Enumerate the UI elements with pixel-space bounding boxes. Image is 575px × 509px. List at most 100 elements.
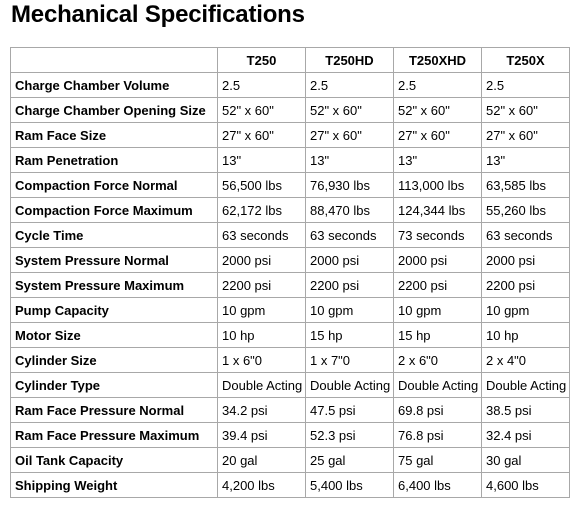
table-cell: 113,000 lbs: [393, 172, 482, 198]
table-cell: 2200 psi: [217, 272, 306, 298]
table-cell: 13": [393, 147, 482, 173]
table-cell: 10 hp: [217, 322, 306, 348]
table-cell: 2200 psi: [481, 272, 570, 298]
table-cell: 63 seconds: [481, 222, 570, 248]
table-cell: 2 x 6"0: [393, 347, 482, 373]
table-cell: 2000 psi: [481, 247, 570, 273]
table-cell: 2.5: [481, 72, 570, 98]
table-cell: 2000 psi: [393, 247, 482, 273]
table-cell: 13": [305, 147, 394, 173]
table-row: Ram Face Size 27" x 60" 27" x 60" 27" x 60"…: [10, 122, 570, 148]
row-label: System Pressure Maximum: [10, 272, 218, 298]
table-row: Ram Face Pressure Normal 34.2 psi 47.5 psi…: [10, 397, 570, 423]
row-label: Cylinder Type: [10, 372, 218, 398]
row-label: Charge Chamber Opening Size: [10, 97, 218, 123]
row-label: Ram Face Pressure Maximum: [10, 422, 218, 448]
table-row: Ram Penetration 13" 13" 13" 13": [10, 147, 570, 173]
table-cell: 10 hp: [481, 322, 570, 348]
table-header-row: T250 T250HD T250XHD T250X: [10, 47, 570, 73]
table-cell: 10 gpm: [393, 297, 482, 323]
table-cell: 13": [481, 147, 570, 173]
table-cell: 5,400 lbs: [305, 472, 394, 498]
table-cell: 27" x 60": [393, 122, 482, 148]
row-label: Charge Chamber Volume: [10, 72, 218, 98]
table-cell: 13": [217, 147, 306, 173]
model-header: T250HD: [305, 47, 394, 73]
table-cell: 62,172 lbs: [217, 197, 306, 223]
table-cell: 27" x 60": [217, 122, 306, 148]
table-cell: 15 hp: [393, 322, 482, 348]
table-cell: 2.5: [305, 72, 394, 98]
table-row: Compaction Force Maximum 62,172 lbs 88,470…: [10, 197, 570, 223]
table-row: Ram Face Pressure Maximum 39.4 psi 52.3 ps…: [10, 422, 570, 448]
table-cell: 73 seconds: [393, 222, 482, 248]
row-label: Cylinder Size: [10, 347, 218, 373]
table-row: System Pressure Normal 2000 psi 2000 psi 20…: [10, 247, 570, 273]
row-label: Pump Capacity: [10, 297, 218, 323]
table-cell: 2.5: [217, 72, 306, 98]
table-cell: 34.2 psi: [217, 397, 306, 423]
table-cell: 124,344 lbs: [393, 197, 482, 223]
table-cell: 52" x 60": [217, 97, 306, 123]
table-row: Charge Chamber Opening Size 52" x 60" 52" …: [10, 97, 570, 123]
table-cell: 47.5 psi: [305, 397, 394, 423]
table-cell: 63,585 lbs: [481, 172, 570, 198]
table-cell: 10 gpm: [217, 297, 306, 323]
table-row: Compaction Force Normal 56,500 lbs 76,930 …: [10, 172, 570, 198]
table-cell: 52" x 60": [393, 97, 482, 123]
table-cell: 75 gal: [393, 447, 482, 473]
table-cell: 30 gal: [481, 447, 570, 473]
table-cell: 38.5 psi: [481, 397, 570, 423]
table-row: Shipping Weight 4,200 lbs 5,400 lbs 6,400 l…: [10, 472, 570, 498]
table-cell: 63 seconds: [217, 222, 306, 248]
table-row: Cylinder Size 1 x 6"0 1 x 7"0 2 x 6"0 2 x 4"…: [10, 347, 570, 373]
table-cell: 2200 psi: [305, 272, 394, 298]
table-cell: 4,200 lbs: [217, 472, 306, 498]
table-cell: 2200 psi: [393, 272, 482, 298]
model-header: T250X: [481, 47, 570, 73]
table-cell: 63 seconds: [305, 222, 394, 248]
table-cell: 27" x 60": [481, 122, 570, 148]
table-cell: 20 gal: [217, 447, 306, 473]
row-label: Ram Face Size: [10, 122, 218, 148]
table-cell: Double Acting: [305, 372, 394, 398]
page-title: Mechanical Specifications: [11, 1, 305, 28]
table-cell: 52" x 60": [481, 97, 570, 123]
table-row: Motor Size 10 hp 15 hp 15 hp 10 hp: [10, 322, 570, 348]
table-cell: 15 hp: [305, 322, 394, 348]
table-body: Charge Chamber Volume 2.5 2.5 2.5 2.5 Charge …: [10, 72, 570, 498]
table-row: Cycle Time 63 seconds 63 seconds 73 seconds…: [10, 222, 570, 248]
table-cell: 2000 psi: [217, 247, 306, 273]
table-cell: 1 x 7"0: [305, 347, 394, 373]
table-cell: 2.5: [393, 72, 482, 98]
row-label: Cycle Time: [10, 222, 218, 248]
table-cell: 4,600 lbs: [481, 472, 570, 498]
row-label: Oil Tank Capacity: [10, 447, 218, 473]
table-cell: 39.4 psi: [217, 422, 306, 448]
table-row: System Pressure Maximum 2200 psi 2200 psi 2…: [10, 272, 570, 298]
table-cell: 52.3 psi: [305, 422, 394, 448]
table-cell: 88,470 lbs: [305, 197, 394, 223]
specifications-table: T250 T250HD T250XHD T250X Charge Chamber…: [10, 47, 570, 498]
table-cell: 76.8 psi: [393, 422, 482, 448]
table-cell: Double Acting: [481, 372, 570, 398]
table-cell: 25 gal: [305, 447, 394, 473]
row-label: System Pressure Normal: [10, 247, 218, 273]
model-header: T250XHD: [393, 47, 482, 73]
table-cell: 27" x 60": [305, 122, 394, 148]
table-cell: 6,400 lbs: [393, 472, 482, 498]
header-corner-cell: [10, 47, 218, 73]
model-header: T250: [217, 47, 306, 73]
table-cell: 2000 psi: [305, 247, 394, 273]
row-label: Compaction Force Normal: [10, 172, 218, 198]
row-label: Ram Face Pressure Normal: [10, 397, 218, 423]
table-row: Pump Capacity 10 gpm 10 gpm 10 gpm 10 gpm: [10, 297, 570, 323]
table-cell: 32.4 psi: [481, 422, 570, 448]
table-cell: 55,260 lbs: [481, 197, 570, 223]
row-label: Motor Size: [10, 322, 218, 348]
table-cell: Double Acting: [393, 372, 482, 398]
table-cell: 52" x 60": [305, 97, 394, 123]
table-cell: 56,500 lbs: [217, 172, 306, 198]
table-row: Oil Tank Capacity 20 gal 25 gal 75 gal 30 ga…: [10, 447, 570, 473]
table-cell: 1 x 6"0: [217, 347, 306, 373]
